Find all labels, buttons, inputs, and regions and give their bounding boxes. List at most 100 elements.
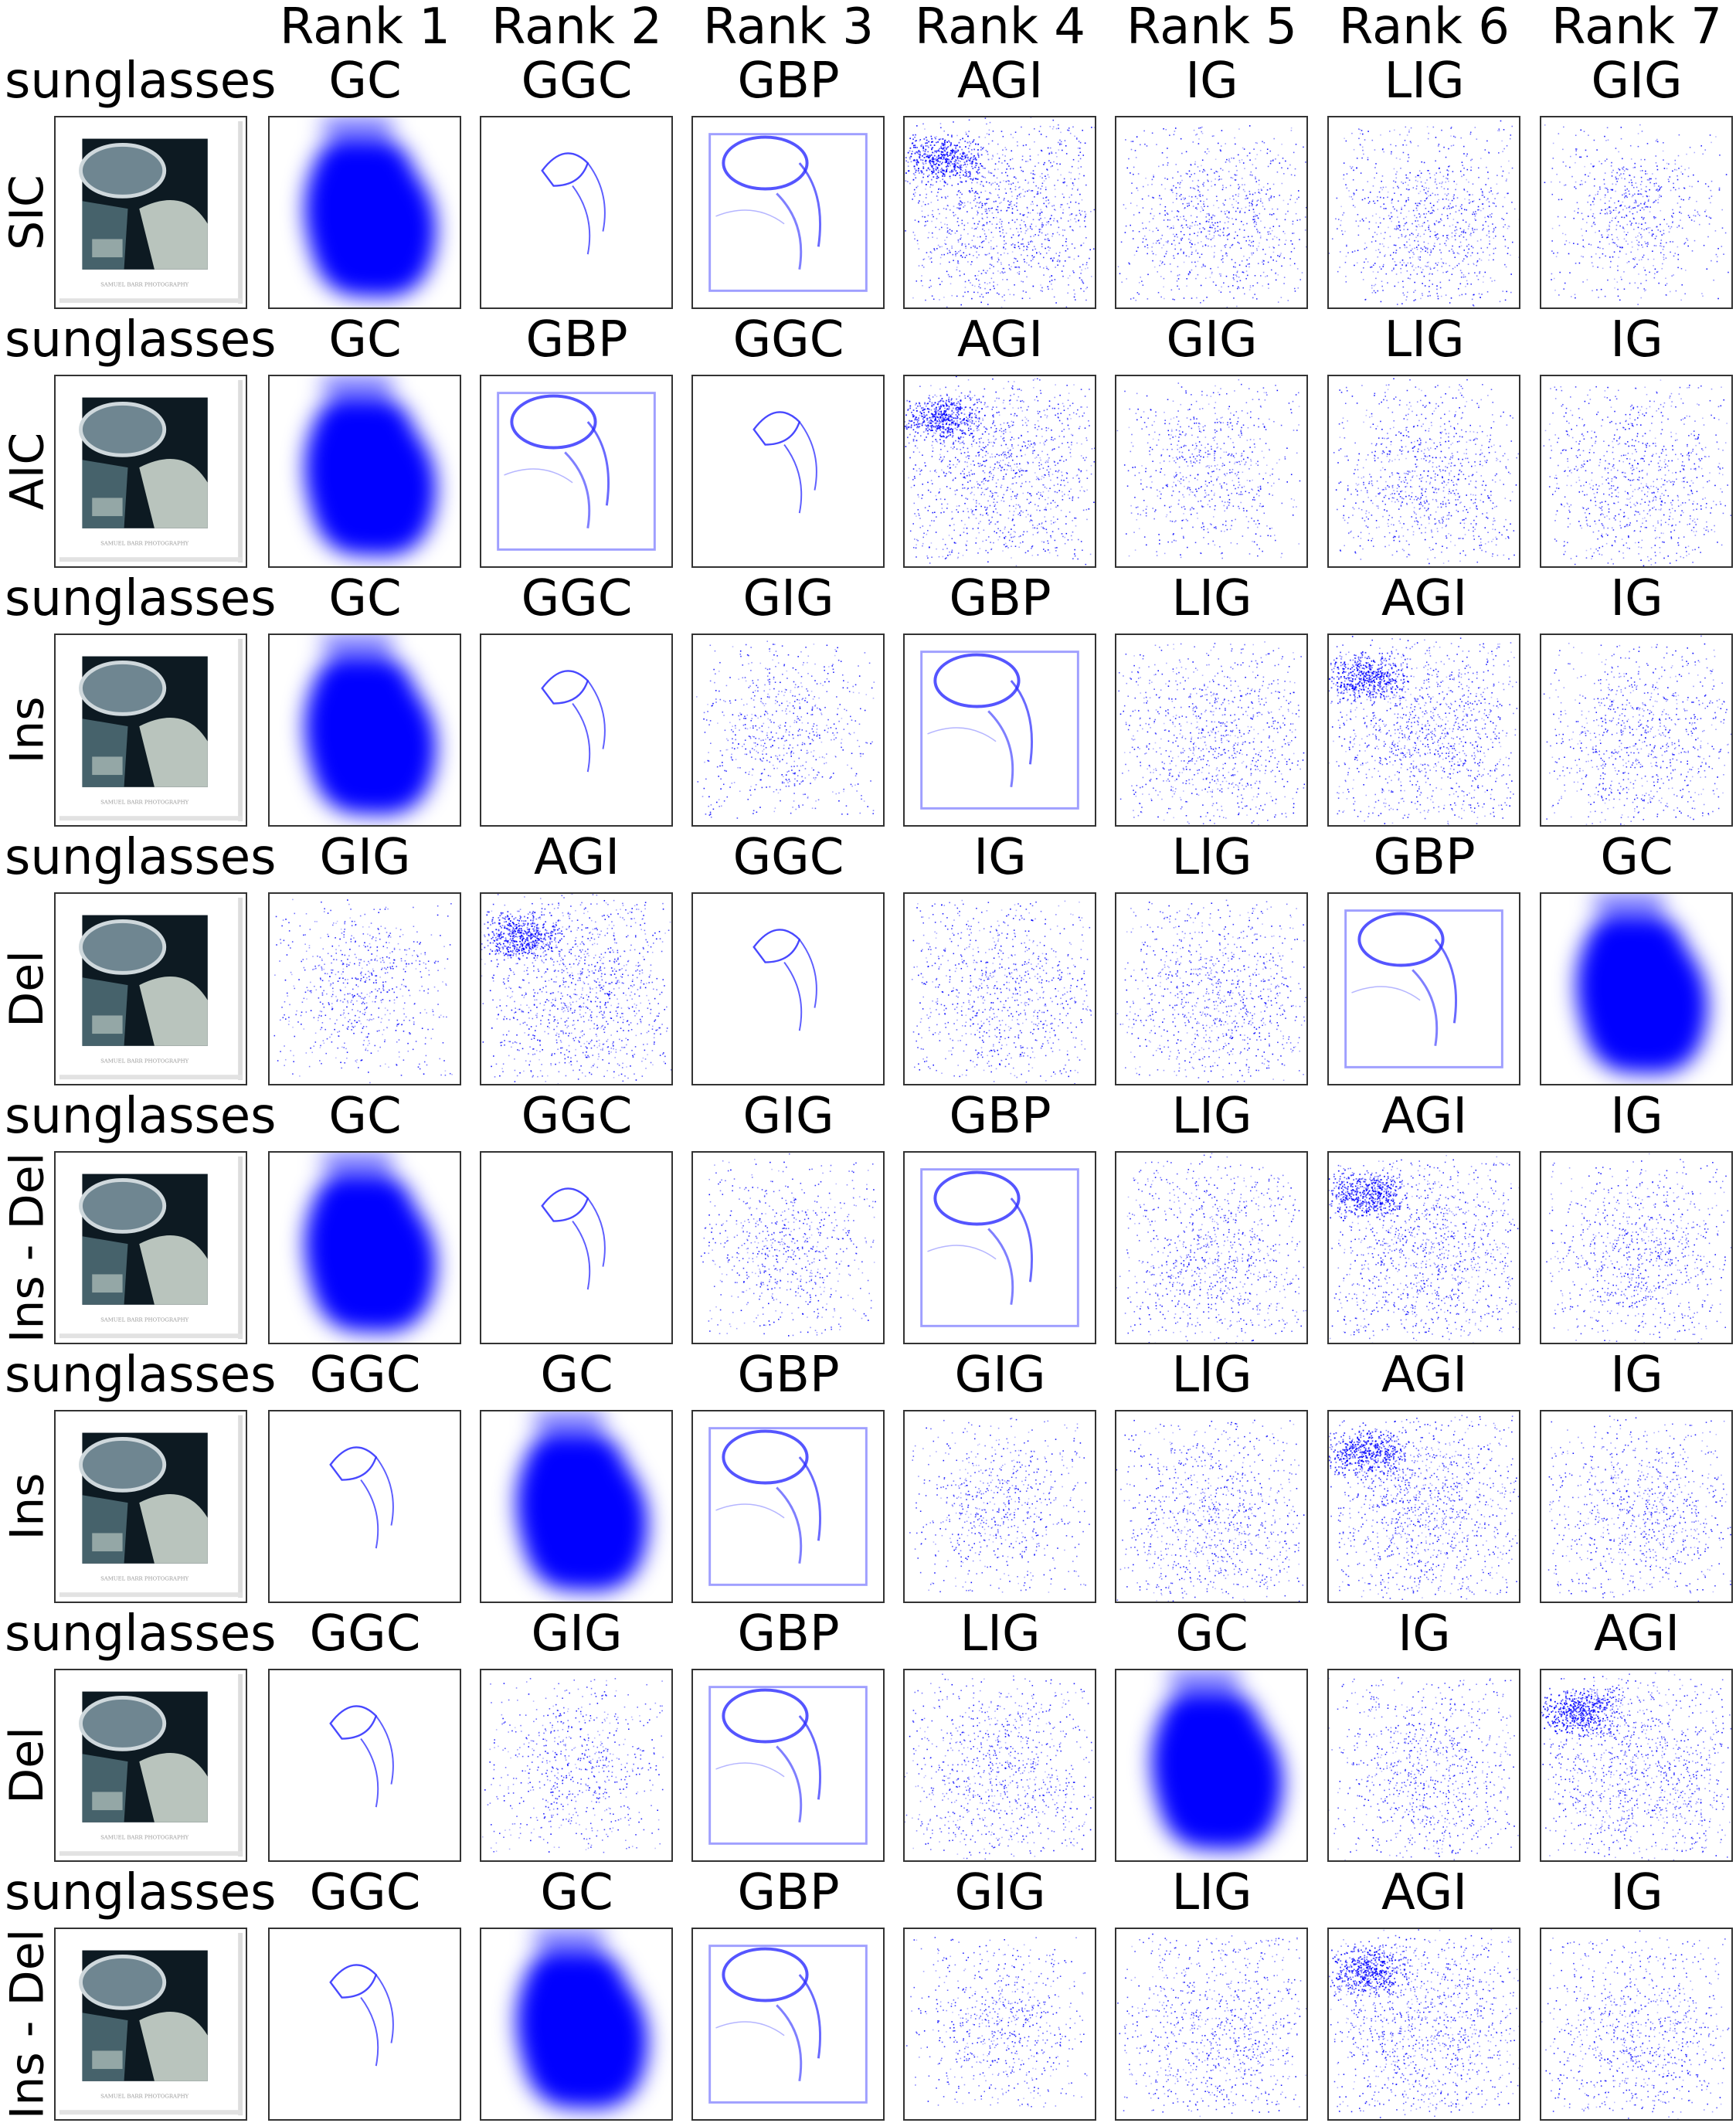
row-class-name: sunglasses — [5, 1089, 277, 1143]
saliency-map-agi — [1540, 1669, 1733, 1862]
method-title: IG — [1530, 1348, 1736, 1402]
saliency-map-agi — [480, 892, 673, 1085]
saliency-map-ggc — [480, 1151, 673, 1344]
saliency-map-gig — [480, 1669, 673, 1862]
rank-header-7: Rank 7 — [1530, 0, 1736, 54]
photo-caption: SAMUEL BARR PHOTOGRAPHY — [100, 281, 189, 287]
rank-header-5: Rank 5 — [1106, 0, 1318, 54]
row-class-name: sunglasses — [5, 831, 277, 885]
method-title: IG — [1530, 572, 1736, 626]
saliency-map-gbp — [1327, 892, 1520, 1085]
saliency-map-gc — [268, 1151, 461, 1344]
method-title: GGC — [259, 1866, 471, 1920]
row-metric-label: Del — [0, 1727, 54, 1804]
saliency-map-gc — [1540, 892, 1733, 1085]
saliency-map-gig — [1115, 375, 1308, 568]
method-title: GBP — [682, 1866, 895, 1920]
row-metric-label: Ins — [0, 1473, 54, 1540]
method-title: GBP — [682, 54, 895, 108]
method-title: GGC — [259, 1348, 471, 1402]
method-title: GBP — [1318, 831, 1530, 885]
method-title: IG — [1530, 313, 1736, 367]
input-image: SAMUEL BARR PHOTOGRAPHY — [54, 634, 247, 827]
saliency-map-gig — [903, 1928, 1096, 2121]
method-title: GC — [259, 313, 471, 367]
method-title: GC — [471, 1866, 683, 1920]
saliency-map-gc — [480, 1410, 673, 1603]
input-image: SAMUEL BARR PHOTOGRAPHY — [54, 116, 247, 309]
saliency-map-lig — [1115, 1410, 1308, 1603]
method-title: GBP — [894, 1089, 1106, 1143]
method-title: GGC — [682, 313, 895, 367]
method-title: AGI — [894, 54, 1106, 108]
saliency-map-ggc — [691, 892, 885, 1085]
row-class-name: sunglasses — [5, 1607, 277, 1661]
row-metric-label: Del — [0, 950, 54, 1028]
method-title: AGI — [1318, 572, 1530, 626]
saliency-map-ggc — [268, 1669, 461, 1862]
input-image: SAMUEL BARR PHOTOGRAPHY — [54, 1151, 247, 1344]
method-title: GIG — [894, 1866, 1106, 1920]
saliency-map-agi — [1327, 1151, 1520, 1344]
saliency-map-gbp — [903, 634, 1096, 827]
photo-caption: SAMUEL BARR PHOTOGRAPHY — [100, 1834, 189, 1840]
method-title: AGI — [471, 831, 683, 885]
method-title: AGI — [1318, 1866, 1530, 1920]
saliency-map-gig — [691, 1151, 885, 1344]
saliency-map-gbp — [691, 1669, 885, 1862]
rank-header-4: Rank 4 — [894, 0, 1106, 54]
saliency-map-gbp — [691, 116, 885, 309]
method-title: GGC — [259, 1607, 471, 1661]
row-metric-label: Ins - Del — [0, 1929, 54, 2120]
method-title: GC — [259, 54, 471, 108]
saliency-map-ig — [903, 892, 1096, 1085]
row-class-name: sunglasses — [5, 1866, 277, 1920]
row-metric-label: Ins - Del — [0, 1153, 54, 1343]
saliency-map-lig — [903, 1669, 1096, 1862]
method-title: GIG — [682, 1089, 895, 1143]
photo-caption: SAMUEL BARR PHOTOGRAPHY — [100, 1316, 189, 1323]
saliency-map-gig — [691, 634, 885, 827]
method-title: GGC — [682, 831, 895, 885]
method-title: LIG — [1106, 1348, 1318, 1402]
saliency-map-gbp — [480, 375, 673, 568]
input-image: SAMUEL BARR PHOTOGRAPHY — [54, 1669, 247, 1862]
saliency-map-ig — [1540, 1410, 1733, 1603]
saliency-map-ggc — [480, 634, 673, 827]
saliency-map-ggc — [691, 375, 885, 568]
saliency-map-gig — [1540, 116, 1733, 309]
saliency-map-lig — [1327, 116, 1520, 309]
saliency-map-lig — [1115, 634, 1308, 827]
method-title: GBP — [682, 1348, 895, 1402]
row-metric-label: Ins — [0, 697, 54, 764]
input-image: SAMUEL BARR PHOTOGRAPHY — [54, 892, 247, 1085]
method-title: GIG — [682, 572, 895, 626]
method-title: AGI — [894, 313, 1106, 367]
saliency-map-ggc — [268, 1928, 461, 2121]
saliency-map-agi — [903, 375, 1096, 568]
saliency-map-gc — [1115, 1669, 1308, 1862]
saliency-map-lig — [1115, 1151, 1308, 1344]
saliency-map-agi — [903, 116, 1096, 309]
saliency-map-ig — [1327, 1669, 1520, 1862]
rank-header-6: Rank 6 — [1318, 0, 1530, 54]
saliency-map-gbp — [691, 1928, 885, 2121]
input-image: SAMUEL BARR PHOTOGRAPHY — [54, 1410, 247, 1603]
rank-header-2: Rank 2 — [471, 0, 683, 54]
row-metric-label: AIC — [0, 433, 54, 511]
saliency-map-gc — [480, 1928, 673, 2121]
saliency-map-gbp — [691, 1410, 885, 1603]
method-title: GBP — [471, 313, 683, 367]
method-title: LIG — [1106, 831, 1318, 885]
method-title: AGI — [1318, 1348, 1530, 1402]
saliency-map-agi — [1327, 1410, 1520, 1603]
method-title: LIG — [1106, 1089, 1318, 1143]
method-title: GBP — [894, 572, 1106, 626]
method-title: IG — [894, 831, 1106, 885]
method-title: GIG — [894, 1348, 1106, 1402]
row-class-name: sunglasses — [5, 54, 277, 108]
saliency-map-ig — [1540, 1151, 1733, 1344]
method-title: GC — [259, 1089, 471, 1143]
rank-header-3: Rank 3 — [682, 0, 895, 54]
photo-caption: SAMUEL BARR PHOTOGRAPHY — [100, 1575, 189, 1581]
